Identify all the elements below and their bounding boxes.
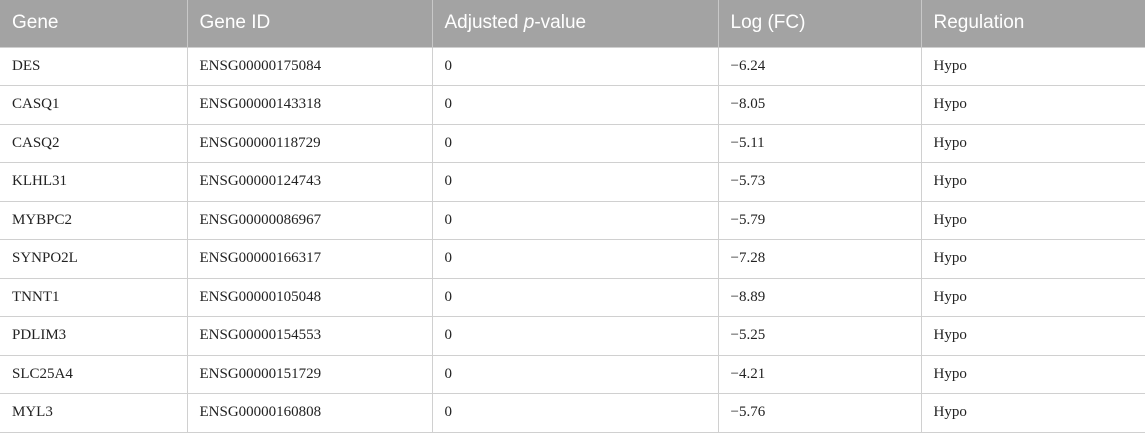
table-cell: Hypo	[920, 239, 1145, 279]
table-body: DES ENSG00000175084 0 −6.24 Hypo CASQ1 ENSG000…	[0, 46, 1145, 433]
table-row: SYNPO2L ENSG00000166317 0 −7.28 Hypo	[0, 239, 1145, 279]
table-cell: −5.11	[717, 123, 922, 163]
table-cell: 0	[431, 162, 719, 202]
table-cell: ENSG00000154553	[186, 316, 433, 356]
table-cell: Hypo	[920, 162, 1145, 202]
column-header: Gene	[0, 0, 188, 47]
table-cell: ENSG00000175084	[186, 46, 433, 86]
table-row: MYBPC2 ENSG00000086967 0 −5.79 Hypo	[0, 200, 1145, 240]
table-cell: Hypo	[920, 46, 1145, 86]
table-cell: ENSG00000160808	[186, 393, 433, 433]
table-cell: −8.05	[717, 85, 922, 125]
table-cell: CASQ1	[0, 85, 188, 125]
table-cell: −5.25	[717, 316, 922, 356]
table-cell: 0	[431, 46, 719, 86]
table-cell: −8.89	[717, 277, 922, 317]
table-row: KLHL31 ENSG00000124743 0 −5.73 Hypo	[0, 162, 1145, 202]
table-cell: 0	[431, 123, 719, 163]
table-cell: −4.21	[717, 354, 922, 394]
table-cell: SYNPO2L	[0, 239, 188, 279]
table-cell: ENSG00000124743	[186, 162, 433, 202]
table-cell: CASQ2	[0, 123, 188, 163]
table-row: SLC25A4 ENSG00000151729 0 −4.21 Hypo	[0, 354, 1145, 394]
table-cell: DES	[0, 46, 188, 86]
table-cell: ENSG00000086967	[186, 200, 433, 240]
table-cell: Hypo	[920, 316, 1145, 356]
table-cell: KLHL31	[0, 162, 188, 202]
table-cell: 0	[431, 393, 719, 433]
table-row: CASQ1 ENSG00000143318 0 −8.05 Hypo	[0, 85, 1145, 125]
table-row: TNNT1 ENSG00000105048 0 −8.89 Hypo	[0, 277, 1145, 317]
column-header: Regulation	[921, 0, 1145, 47]
table-cell: 0	[431, 239, 719, 279]
table-cell: PDLIM3	[0, 316, 188, 356]
table-cell: 0	[431, 354, 719, 394]
table-cell: −7.28	[717, 239, 922, 279]
table-cell: ENSG00000118729	[186, 123, 433, 163]
table-cell: Hypo	[920, 85, 1145, 125]
table-row: DES ENSG00000175084 0 −6.24 Hypo	[0, 46, 1145, 86]
table-cell: 0	[431, 200, 719, 240]
table-row: MYL3 ENSG00000160808 0 −5.76 Hypo	[0, 393, 1145, 433]
table-cell: MYBPC2	[0, 200, 188, 240]
header-text: Adjusted	[444, 12, 519, 34]
table-cell: 0	[431, 85, 719, 125]
table-cell: 0	[431, 316, 719, 356]
column-header: Log (FC)	[718, 0, 922, 47]
header-italic: p	[523, 12, 535, 34]
header-text: -value	[534, 12, 587, 34]
table-cell: −5.76	[717, 393, 922, 433]
table-cell: TNNT1	[0, 277, 188, 317]
table-cell: SLC25A4	[0, 354, 188, 394]
table-cell: ENSG00000143318	[186, 85, 433, 125]
table-cell: Hypo	[920, 277, 1145, 317]
table-cell: Hypo	[920, 393, 1145, 433]
table-cell: −5.73	[717, 162, 922, 202]
table-cell: −6.24	[717, 46, 922, 86]
table-cell: Hypo	[920, 200, 1145, 240]
header-row: Gene Gene ID Adjusted p-value Log (FC) Regula…	[0, 0, 1145, 47]
column-header: Adjusted p-value	[432, 0, 719, 47]
table-cell: MYL3	[0, 393, 188, 433]
table-cell: Hypo	[920, 354, 1145, 394]
table-cell: ENSG00000105048	[186, 277, 433, 317]
table-cell: Hypo	[920, 123, 1145, 163]
table-cell: ENSG00000166317	[186, 239, 433, 279]
table-row: CASQ2 ENSG00000118729 0 −5.11 Hypo	[0, 123, 1145, 163]
table-cell: ENSG00000151729	[186, 354, 433, 394]
table-cell: −5.79	[717, 200, 922, 240]
column-header: Gene ID	[187, 0, 433, 47]
table-cell: 0	[431, 277, 719, 317]
table-row: PDLIM3 ENSG00000154553 0 −5.25 Hypo	[0, 316, 1145, 356]
